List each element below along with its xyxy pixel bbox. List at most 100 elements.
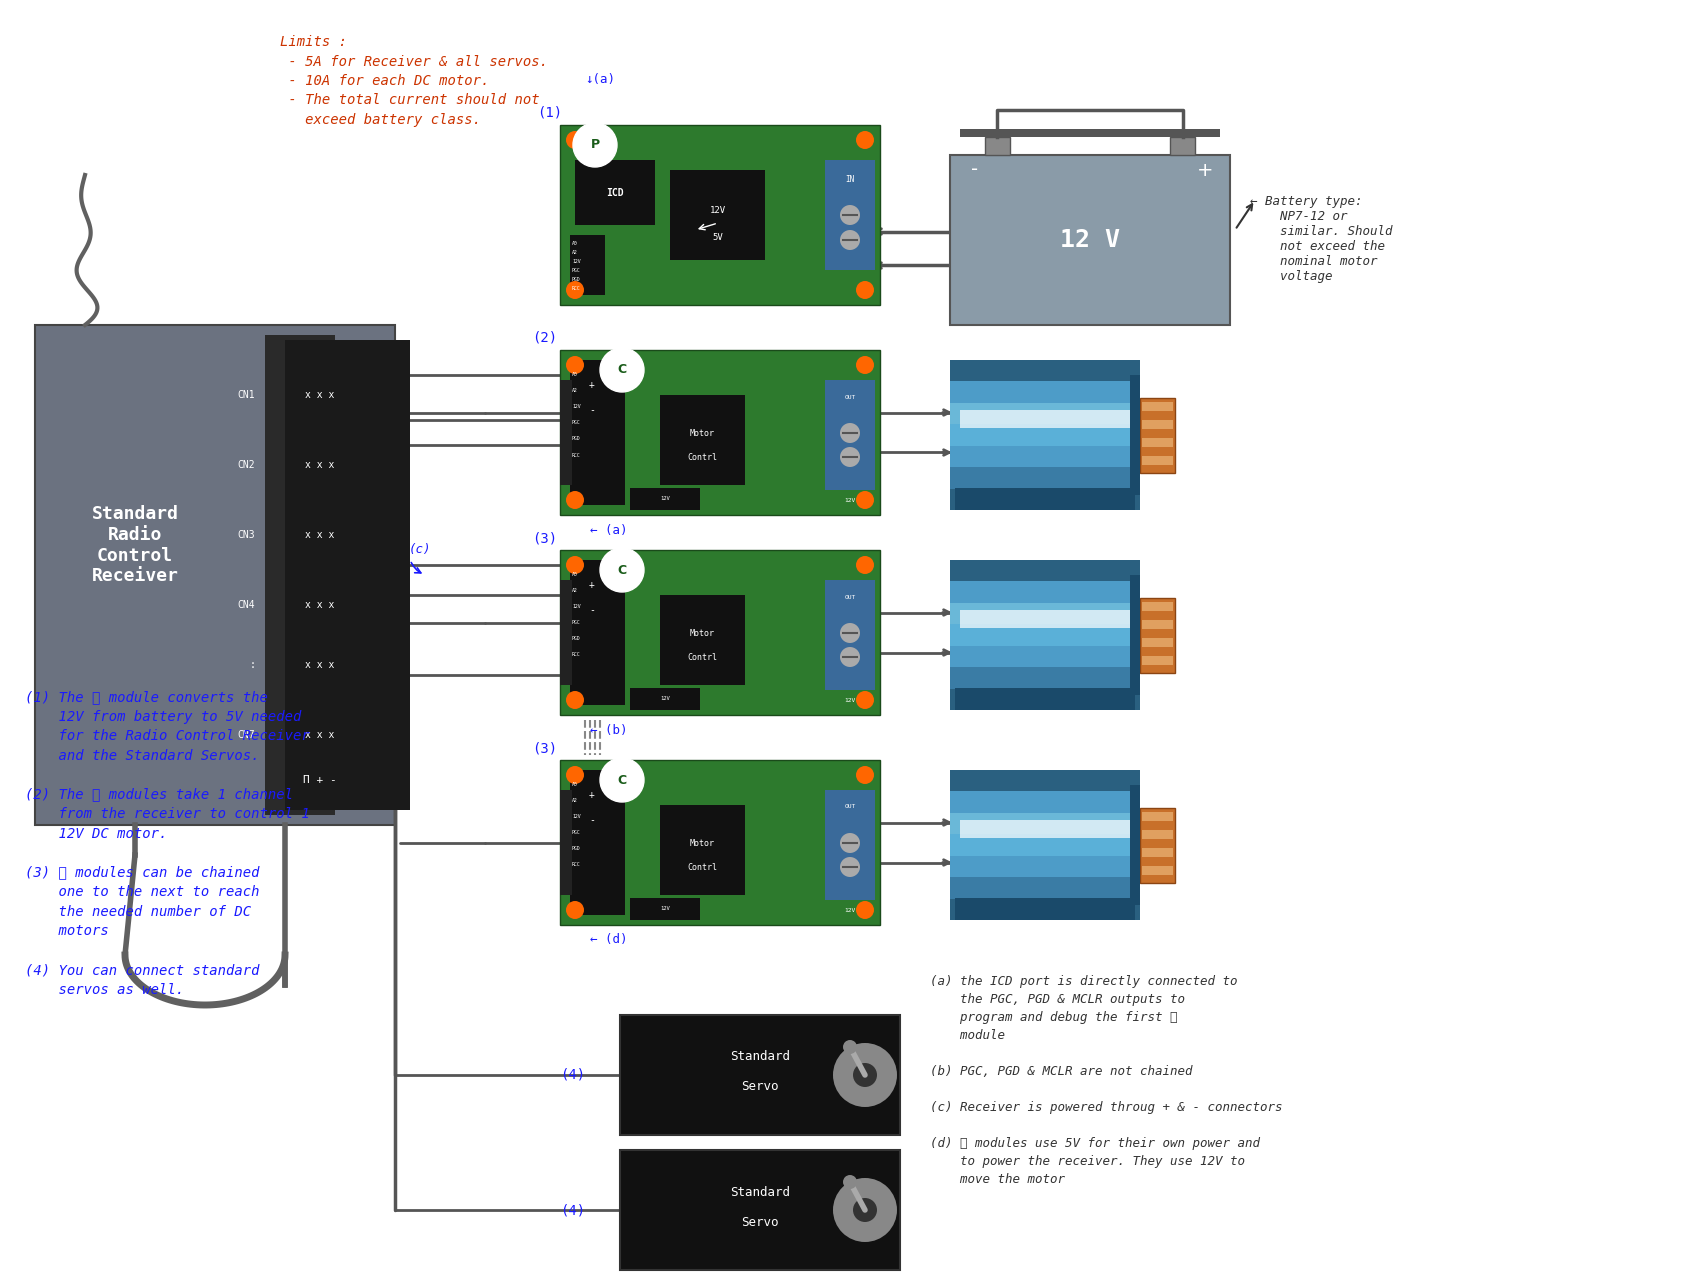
- Text: -: -: [590, 606, 595, 615]
- Text: Servo: Servo: [741, 1080, 779, 1094]
- Circle shape: [600, 759, 644, 802]
- Bar: [559, 380, 571, 484]
- Bar: [575, 159, 654, 224]
- Text: x x x: x x x: [306, 731, 335, 739]
- Circle shape: [840, 857, 860, 877]
- Circle shape: [600, 348, 644, 391]
- Bar: [670, 170, 765, 260]
- Text: Standard: Standard: [729, 1051, 790, 1063]
- Text: Motor: Motor: [690, 428, 714, 437]
- Text: +: +: [590, 380, 595, 390]
- Text: Motor: Motor: [690, 629, 714, 638]
- Text: Servo: Servo: [741, 1215, 779, 1229]
- Text: OUT: OUT: [845, 805, 855, 810]
- Bar: [559, 125, 881, 305]
- Circle shape: [566, 491, 585, 509]
- Text: P: P: [590, 139, 600, 152]
- Text: (c): (c): [408, 543, 432, 556]
- Text: RCC: RCC: [571, 653, 581, 658]
- Text: 12V: 12V: [845, 908, 855, 913]
- Text: RCC: RCC: [571, 286, 581, 291]
- Circle shape: [566, 556, 585, 574]
- Bar: [1170, 136, 1195, 156]
- Bar: [559, 351, 881, 515]
- Text: (3): (3): [532, 530, 558, 544]
- Circle shape: [857, 766, 874, 784]
- Bar: [960, 129, 1221, 136]
- Text: CN3: CN3: [238, 530, 255, 541]
- Bar: [570, 770, 626, 915]
- Text: IN: IN: [845, 176, 855, 185]
- Circle shape: [840, 448, 860, 467]
- Text: 12V: 12V: [660, 496, 670, 501]
- Text: PGD: PGD: [571, 636, 581, 641]
- Bar: [631, 688, 700, 710]
- Text: 12V: 12V: [571, 604, 581, 609]
- Bar: [950, 667, 1141, 689]
- Text: Contrl: Contrl: [687, 653, 717, 662]
- Bar: [950, 425, 1141, 446]
- Text: PGD: PGD: [571, 277, 581, 282]
- Text: C: C: [617, 774, 627, 787]
- Bar: [570, 560, 626, 705]
- Bar: [265, 335, 335, 815]
- Bar: [950, 156, 1231, 325]
- Text: A0: A0: [571, 783, 578, 788]
- Bar: [1130, 785, 1141, 905]
- Circle shape: [857, 556, 874, 574]
- Bar: [286, 340, 410, 810]
- Bar: [950, 488, 1141, 510]
- Bar: [1141, 807, 1175, 882]
- Bar: [984, 136, 1010, 156]
- Bar: [950, 403, 1141, 425]
- Text: ← (b): ← (b): [590, 723, 627, 737]
- Bar: [1142, 402, 1173, 411]
- Text: A0: A0: [571, 572, 578, 578]
- Text: 12V: 12V: [571, 404, 581, 409]
- Bar: [950, 603, 1141, 625]
- Bar: [1130, 575, 1141, 695]
- Bar: [559, 790, 571, 895]
- Circle shape: [566, 356, 585, 374]
- Bar: [620, 1150, 899, 1270]
- Text: C: C: [617, 363, 627, 376]
- Circle shape: [833, 1043, 898, 1107]
- Text: ← (d): ← (d): [590, 933, 627, 946]
- Bar: [950, 813, 1141, 834]
- Bar: [660, 395, 745, 484]
- Bar: [1142, 848, 1173, 857]
- Text: 12V: 12V: [660, 907, 670, 912]
- Bar: [950, 467, 1141, 488]
- Text: ← (a): ← (a): [590, 524, 627, 537]
- Circle shape: [600, 548, 644, 592]
- Text: OUT: OUT: [845, 594, 855, 599]
- Circle shape: [840, 623, 860, 643]
- Bar: [1142, 812, 1173, 821]
- Text: Contrl: Contrl: [687, 862, 717, 872]
- Circle shape: [566, 766, 585, 784]
- Text: 12V: 12V: [845, 697, 855, 703]
- Bar: [570, 360, 626, 505]
- Bar: [950, 856, 1141, 877]
- Circle shape: [566, 691, 585, 709]
- Circle shape: [840, 423, 860, 442]
- Bar: [950, 770, 1141, 792]
- Circle shape: [853, 1198, 877, 1221]
- Bar: [960, 409, 1130, 427]
- Text: (1) The ⓟ module converts the
    12V from battery to 5V needed
    for the Radi: (1) The ⓟ module converts the 12V from b…: [26, 690, 309, 997]
- Circle shape: [857, 901, 874, 919]
- Bar: [559, 550, 881, 715]
- Bar: [1142, 657, 1173, 666]
- Text: (2): (2): [532, 332, 558, 346]
- Bar: [1130, 375, 1141, 495]
- Bar: [950, 560, 1141, 581]
- Bar: [824, 580, 876, 690]
- Text: Π + -: Π + -: [303, 775, 337, 785]
- Bar: [1142, 456, 1173, 465]
- Text: -: -: [590, 815, 595, 825]
- Text: Limits :
 - 5A for Receiver & all servos.
 - 10A for each DC motor.
 - The total: Limits : - 5A for Receiver & all servos.…: [280, 34, 547, 128]
- Bar: [36, 325, 394, 825]
- Circle shape: [840, 646, 860, 667]
- Bar: [1142, 866, 1173, 875]
- Bar: [1141, 598, 1175, 672]
